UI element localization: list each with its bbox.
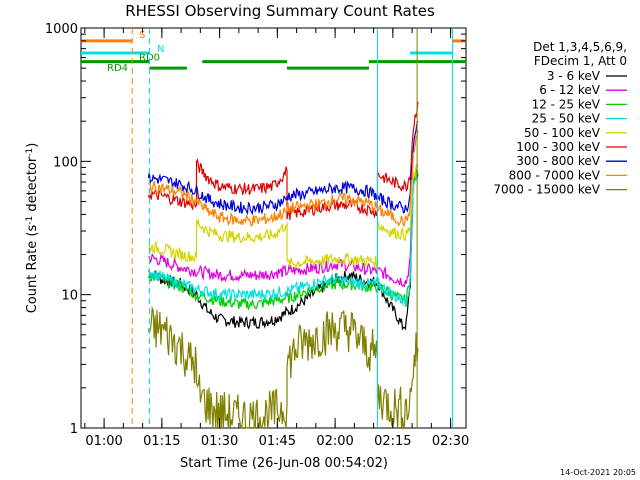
legend-header: FDecim 1, Att 0: [534, 54, 627, 68]
x-axis: 01:00 01:15 01:30 01:45 02:00 02:15 02:30: [84, 28, 469, 449]
y-label-part: detector: [25, 156, 40, 216]
x-tick-label: 01:00: [85, 434, 122, 449]
x-axis-label: Start Time (26-Jun-08 00:54:02): [180, 456, 388, 471]
legend-entry-label: 300 - 800 keV: [516, 154, 600, 168]
series-layer: [147, 101, 419, 431]
legend: Det 1,3,4,5,6,9, FDecim 1, Att 0 3 - 6 k…: [493, 40, 627, 197]
legend-entry-label: 3 - 6 keV: [547, 69, 601, 83]
legend-header: Det 1,3,4,5,6,9,: [533, 40, 627, 54]
y-tick-label: 1000: [45, 22, 78, 37]
series-line: [148, 130, 419, 228]
series-line: [148, 161, 419, 270]
legend-entry-label: 800 - 7000 keV: [509, 168, 601, 182]
legend-entry-label: 6 - 12 keV: [539, 83, 601, 97]
y-label-sup: -1: [25, 216, 35, 225]
y-label-sup: -1: [25, 148, 35, 157]
x-tick-label: 01:30: [201, 434, 238, 449]
state-bar-label: N: [157, 44, 164, 55]
series-line: [147, 173, 419, 307]
plot-frame: [80, 27, 467, 429]
y-tick-label: 100: [53, 155, 78, 170]
x-tick-label: 01:45: [259, 434, 296, 449]
legend-entry-label: 12 - 25 keV: [532, 97, 601, 111]
x-tick-label: 02:00: [316, 434, 353, 449]
legend-entry-label: 7000 - 15000 keV: [493, 183, 600, 197]
y-label-part: Count Rate (s: [25, 225, 40, 314]
state-bar-label: RD4: [107, 63, 128, 74]
series-line: [148, 168, 419, 288]
legend-entry-label: 100 - 300 keV: [516, 140, 600, 154]
legend-entry-label: 25 - 50 keV: [532, 112, 601, 126]
legend-entry-label: 50 - 100 keV: [524, 126, 601, 140]
y-axis: 1 10 100 1000: [45, 22, 466, 437]
footer-timestamp: 14-Oct-2021 20:05: [560, 468, 636, 477]
vertical-markers: [131, 28, 454, 428]
y-label-part: ): [25, 143, 40, 148]
series-line: [147, 306, 419, 431]
series-line: [147, 120, 419, 216]
state-bar-label: S: [139, 30, 145, 41]
x-tick-label: 02:30: [432, 434, 469, 449]
y-axis-label: Count Rate (s-1 detector-1): [25, 143, 40, 314]
y-tick-label: 10: [61, 289, 78, 304]
chart-title: RHESSI Observing Summary Count Rates: [125, 2, 435, 20]
x-tick-label: 01:15: [143, 434, 180, 449]
x-tick-label: 02:15: [374, 434, 411, 449]
y-tick-label: 1: [70, 422, 78, 437]
